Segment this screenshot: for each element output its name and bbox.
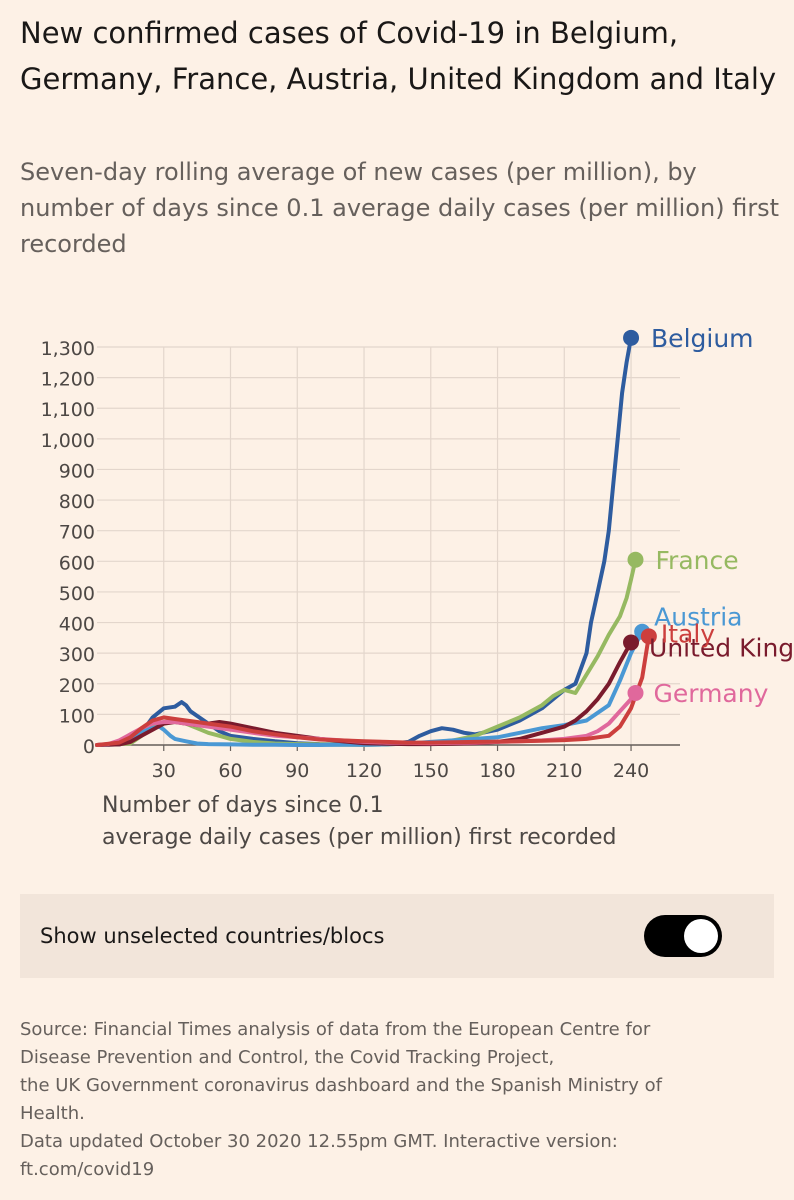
- source-line: Data updated October 30 2020 12.55pm GMT…: [20, 1131, 618, 1152]
- chart-title: New confirmed cases of Covid-19 in Belgi…: [20, 16, 777, 96]
- y-tick-label: 1,000: [41, 430, 95, 452]
- x-tick-label: 210: [546, 760, 582, 780]
- toggle-panel: Show unselected countries/blocs: [20, 894, 774, 978]
- series-label-germany: Germany: [653, 679, 768, 708]
- series-label-austria: Austria: [654, 603, 742, 632]
- x-tick-label: 120: [346, 760, 382, 780]
- y-tick-label: 100: [59, 705, 95, 727]
- series-end-marker-united-kingdom: [623, 634, 640, 651]
- source-line: the UK Government coronavirus dashboard …: [20, 1075, 662, 1096]
- series-label-belgium: Belgium: [651, 324, 754, 353]
- x-tick-label: 180: [479, 760, 515, 780]
- series-end-marker-france: [627, 551, 644, 568]
- x-tick-label: 150: [413, 760, 449, 780]
- chart-subtitle: Seven-day rolling average of new cases (…: [20, 158, 780, 258]
- x-axis-title-line-2: average daily cases (per million) first …: [102, 825, 617, 850]
- series-label-italy: Italy: [661, 619, 715, 648]
- toggle-label: Show unselected countries/blocs: [40, 924, 385, 948]
- y-tick-label: 0: [83, 736, 95, 758]
- y-tick-label: 200: [59, 675, 95, 697]
- y-tick-label: 700: [59, 522, 95, 544]
- y-tick-label: 1,300: [41, 338, 95, 360]
- x-axis-title: Number of days since 0.1 average daily c…: [102, 790, 742, 854]
- series-label-united-kingdom: United Kingdom: [649, 633, 794, 662]
- line-chart: 0 100 200 300 400 500 600 700 800 900 1,000 1,100 1,…: [41, 324, 794, 780]
- series-line-austria: [95, 629, 645, 747]
- x-axis-title-line-1: Number of days since 0.1: [102, 793, 384, 818]
- x-tick-label: 30: [152, 760, 176, 780]
- series-line-italy: [95, 634, 651, 747]
- toggle-knob: [684, 919, 718, 953]
- x-tick-label: 60: [218, 760, 242, 780]
- show-unselected-toggle[interactable]: [644, 915, 722, 957]
- y-tick-label: 500: [59, 583, 95, 605]
- source-line: ft.com/covid19: [20, 1159, 155, 1180]
- series-end-marker-belgium: [623, 329, 640, 346]
- series-line-france: [95, 557, 638, 747]
- y-tick-label: 800: [59, 491, 95, 513]
- x-tick-label: 90: [285, 760, 309, 780]
- y-tick-label: 400: [59, 614, 95, 636]
- y-tick-label: 1,200: [41, 369, 95, 391]
- y-tick-label: 300: [59, 644, 95, 666]
- x-tick-label: 240: [613, 760, 649, 780]
- series-label-france: France: [655, 546, 738, 575]
- source-line: Disease Prevention and Control, the Covi…: [20, 1047, 555, 1068]
- y-tick-label: 1,100: [41, 399, 95, 421]
- y-tick-label: 600: [59, 552, 95, 574]
- series-end-marker-germany: [627, 684, 644, 701]
- y-tick-label: 900: [59, 460, 95, 482]
- source-note: Source: Financial Times analysis of data…: [20, 1016, 780, 1184]
- source-line: Health.: [20, 1103, 85, 1124]
- series-end-marker-italy: [640, 628, 657, 645]
- source-line: Source: Financial Times analysis of data…: [20, 1019, 651, 1040]
